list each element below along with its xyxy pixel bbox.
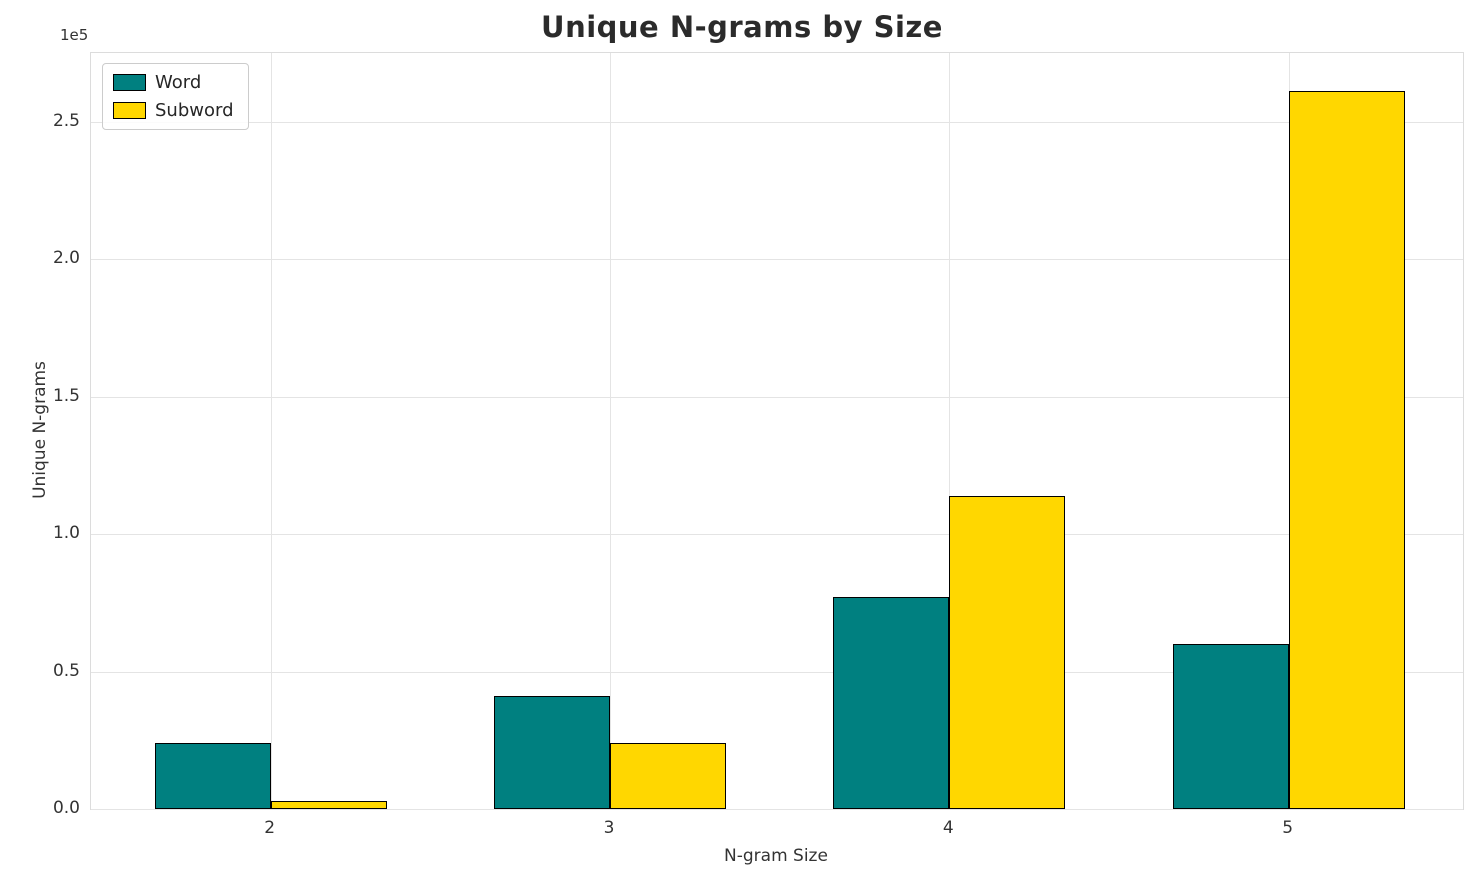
y-tick-label: 1.5 <box>52 385 80 406</box>
y-tick-label: 1.0 <box>52 523 80 544</box>
legend-label-subword: Subword <box>155 100 234 121</box>
y-tick-label: 0.0 <box>52 798 80 818</box>
y-tick-label: 2.5 <box>52 110 80 131</box>
x-tick-label: 4 <box>942 818 954 838</box>
plot-area: Word Subword <box>90 52 1464 810</box>
legend-swatch-subword <box>113 102 146 119</box>
bar-word-3 <box>494 696 611 809</box>
x-tick-label: 3 <box>603 818 615 838</box>
bar-word-4 <box>833 597 950 809</box>
h-gridline <box>91 259 1463 261</box>
legend: Word Subword <box>102 63 249 130</box>
bar-word-5 <box>1172 644 1289 809</box>
h-gridline <box>91 396 1463 398</box>
y-axis-label: Unique N-grams <box>30 361 50 499</box>
legend-label-word: Word <box>155 72 202 93</box>
v-gridline <box>270 53 272 809</box>
chart-title: Unique N-grams by Size <box>541 10 943 44</box>
h-gridline <box>91 534 1463 536</box>
legend-entry-subword: Subword <box>113 100 234 121</box>
x-tick-label: 2 <box>264 818 276 838</box>
bar-word-2 <box>154 743 271 809</box>
bar-subword-2 <box>270 800 387 809</box>
legend-swatch-word <box>113 74 146 91</box>
h-gridline <box>91 671 1463 673</box>
bar-subword-4 <box>949 495 1066 809</box>
v-gridline <box>949 53 951 809</box>
y-axis-offset-label: 1e5 <box>60 26 89 44</box>
h-gridline <box>91 809 1463 810</box>
bar-subword-5 <box>1288 91 1405 809</box>
legend-entry-word: Word <box>113 72 234 93</box>
h-gridline <box>91 121 1463 123</box>
x-axis-label: N-gram Size <box>724 846 828 866</box>
y-tick-label: 0.5 <box>52 660 80 681</box>
x-tick-label: 5 <box>1282 818 1294 838</box>
y-tick-label: 2.0 <box>52 248 80 269</box>
v-gridline <box>610 53 612 809</box>
bar-subword-3 <box>610 743 727 809</box>
